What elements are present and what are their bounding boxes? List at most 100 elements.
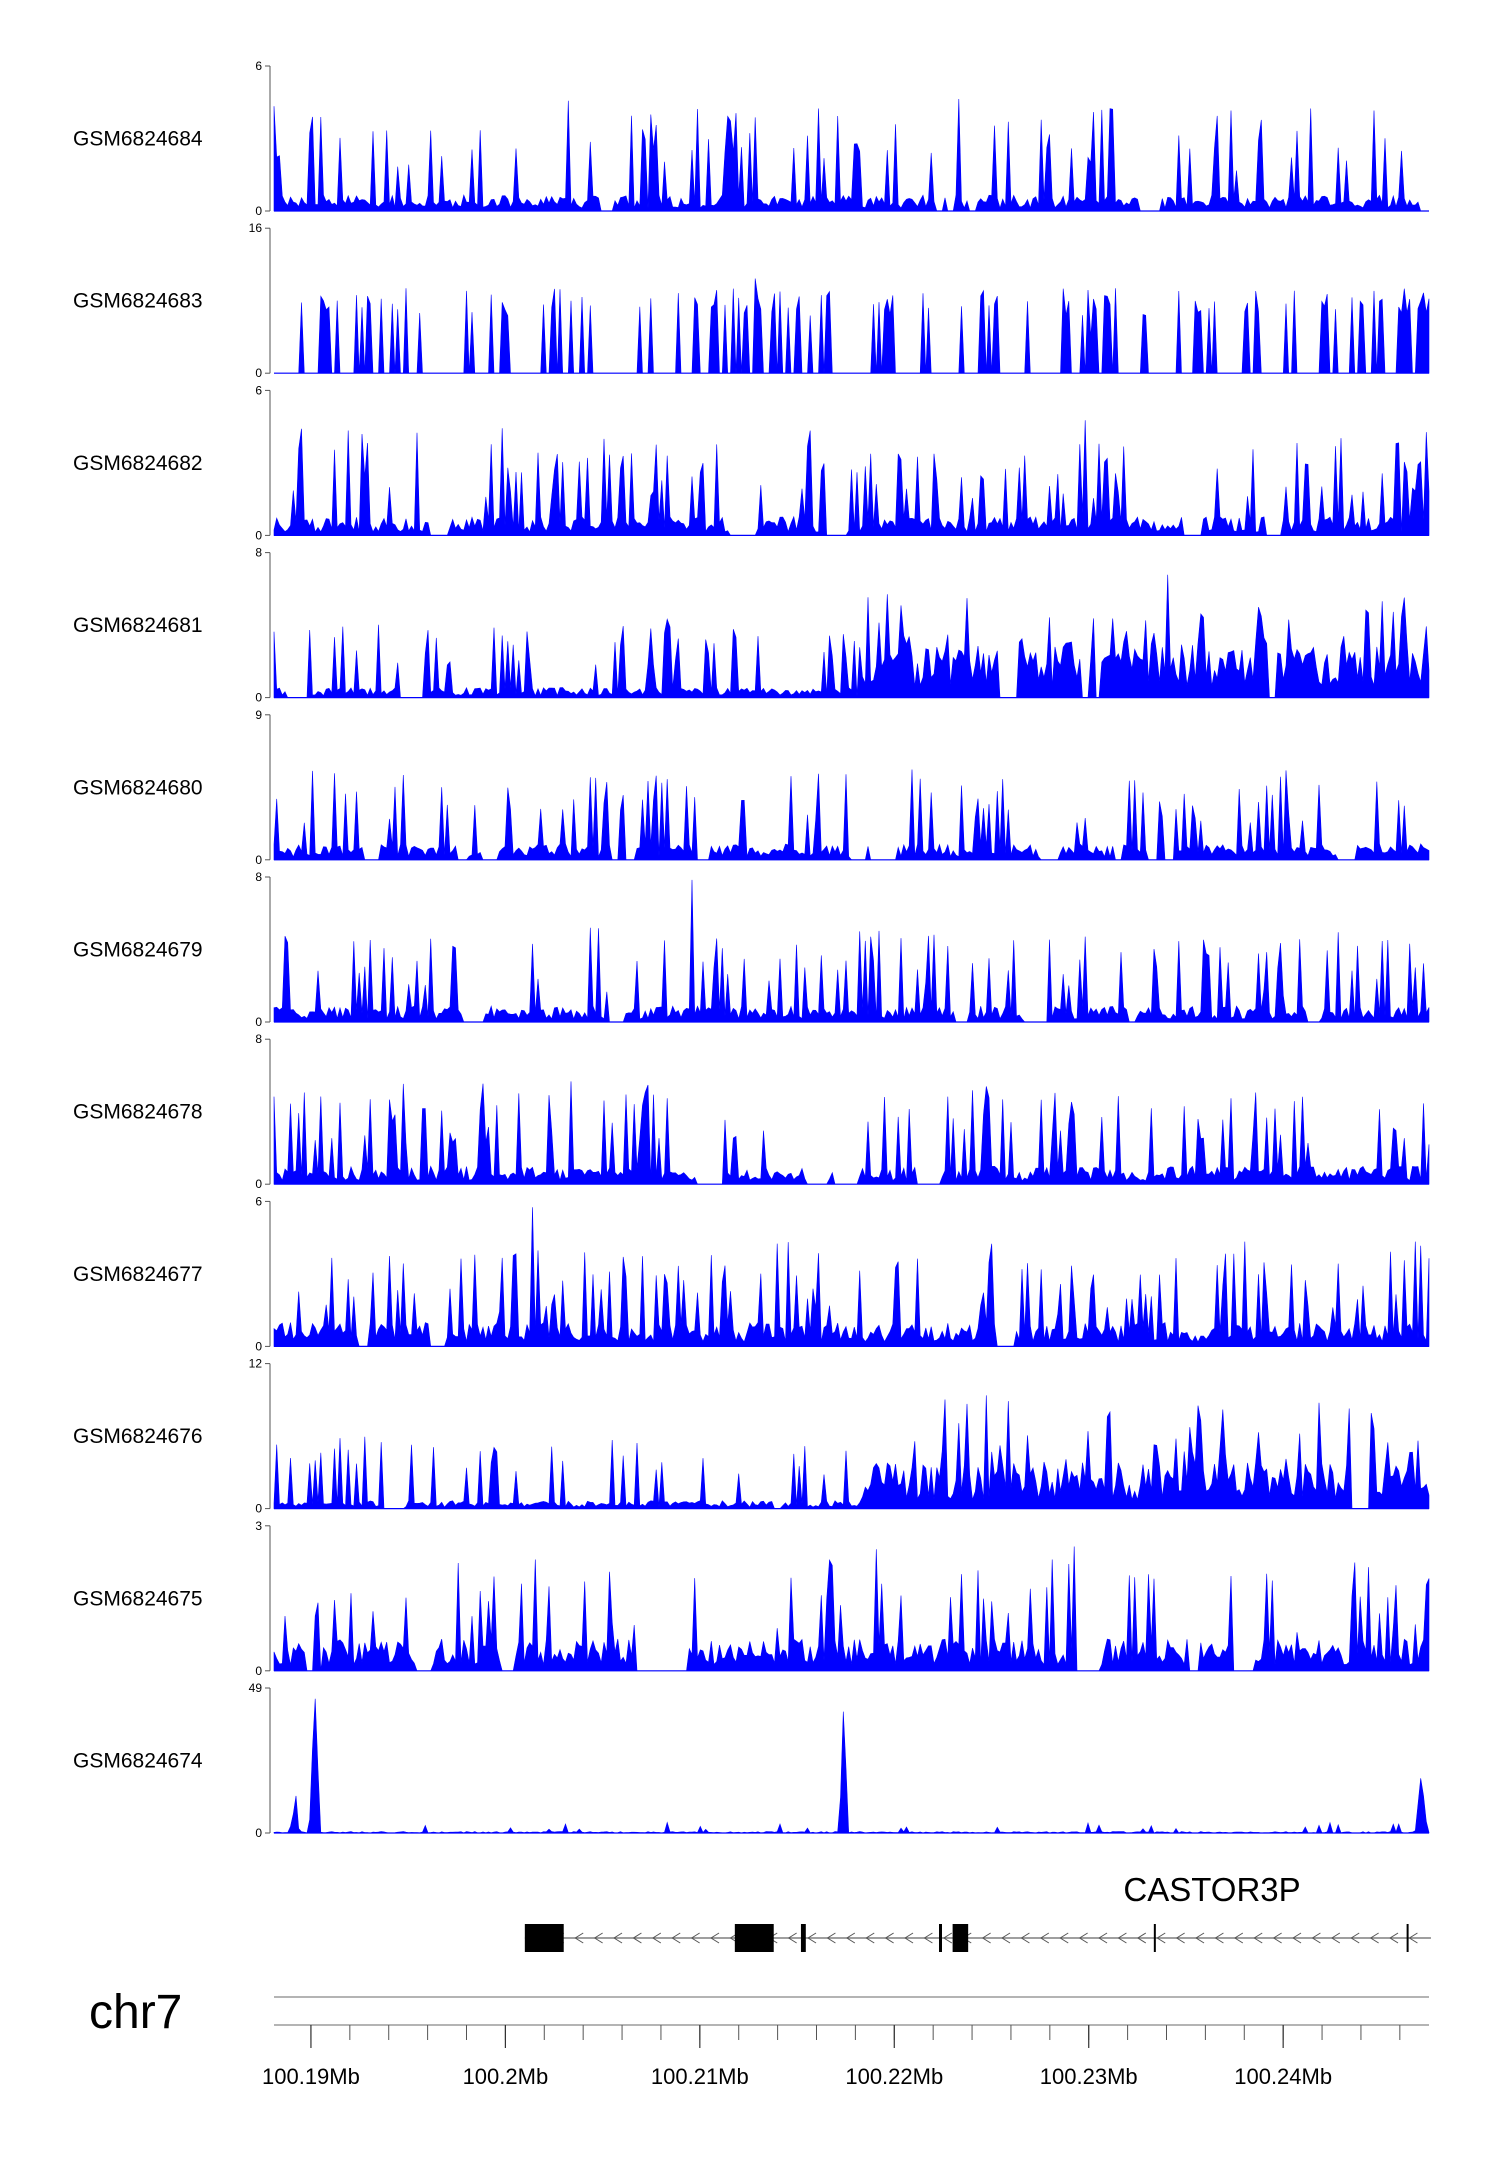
strand-arrow — [1253, 1932, 1263, 1944]
strand-arrow — [1039, 1932, 1050, 1944]
y-axis-min-label: 0 — [255, 853, 262, 867]
strand-arrow — [1292, 1932, 1302, 1944]
y-axis-min-label: 0 — [255, 1015, 262, 1029]
strand-arrow — [1272, 1932, 1282, 1944]
strand-arrow — [865, 1932, 875, 1944]
track-name-label: GSM6824677 — [73, 1263, 203, 1286]
strand-arrow — [884, 1932, 894, 1944]
axis-tick-label: 100.21Mb — [651, 2064, 749, 2089]
strand-arrow — [1020, 1932, 1030, 1944]
strand-arrow — [632, 1932, 642, 1944]
genome-axis: 100.19Mb 100.2Mb 100.21Mb 100.22Mb 100.23Mb 1… — [89, 1986, 1429, 2089]
track-signal-area — [273, 879, 1430, 1023]
strand-arrow — [1078, 1932, 1088, 1944]
y-axis-max-label: 8 — [255, 870, 262, 884]
gene-name-label: CASTOR3P — [1123, 1871, 1300, 1908]
track-signal-area — [274, 278, 1430, 374]
strand-arrow — [1156, 1932, 1166, 1944]
axis-tick-label: 100.23Mb — [1040, 2064, 1138, 2089]
y-axis-min-label: 0 — [255, 1177, 262, 1191]
strand-arrow — [1175, 1932, 1185, 1944]
track-GSM6824676: 12 0 GSM6824676 — [73, 1357, 1430, 1516]
track-GSM6824684: 6 0 GSM6824684 — [73, 59, 1429, 218]
track-GSM6824682: 6 0 GSM6824682 — [73, 383, 1430, 542]
chromosome-label: chr7 — [89, 1986, 182, 2039]
strand-arrow — [1214, 1932, 1224, 1944]
track-GSM6824683: 16 0 GSM6824683 — [73, 221, 1430, 380]
strand-arrow — [845, 1932, 856, 1944]
strand-arrow — [1369, 1932, 1379, 1944]
track-name-label: GSM6824683 — [73, 290, 203, 313]
y-axis-max-label: 8 — [255, 1032, 262, 1046]
strand-arrow — [1233, 1932, 1244, 1944]
strand-arrow — [1350, 1932, 1360, 1944]
gene-exon — [734, 1924, 774, 1952]
axis-tick-label: 100.19Mb — [262, 2064, 360, 2089]
strand-arrow — [1311, 1932, 1321, 1944]
strand-arrow — [651, 1932, 662, 1944]
y-axis-max-label: 16 — [249, 221, 263, 235]
axis-tick-label: 100.24Mb — [1234, 2064, 1332, 2089]
track-name-label: GSM6824674 — [73, 1750, 203, 1773]
y-axis-min-label: 0 — [255, 691, 262, 705]
strand-arrow — [613, 1932, 623, 1944]
strand-arrow — [671, 1932, 681, 1944]
track-GSM6824677: 6 0 GSM6824677 — [73, 1194, 1430, 1353]
track-signal-area — [273, 1546, 1430, 1672]
track-signal-area — [273, 420, 1430, 536]
strand-arrow — [1195, 1932, 1205, 1944]
y-axis-max-label: 9 — [255, 708, 262, 722]
strand-arrow — [942, 1932, 953, 1944]
y-axis-max-label: 12 — [249, 1357, 263, 1371]
gene-exon — [524, 1924, 564, 1952]
track-name-label: GSM6824680 — [73, 776, 203, 799]
track-signal-area — [273, 1207, 1430, 1347]
track-signal-area — [273, 1081, 1430, 1185]
track-signal-area — [273, 1395, 1430, 1509]
y-axis-max-label: 8 — [255, 546, 262, 560]
y-axis-max-label: 6 — [255, 59, 262, 73]
track-signal-area — [273, 1698, 1430, 1834]
axis-tick-label: 100.2Mb — [463, 2064, 549, 2089]
track-name-label: GSM6824675 — [73, 1587, 203, 1610]
y-axis-max-label: 3 — [255, 1519, 262, 1533]
strand-arrow — [593, 1932, 603, 1944]
gene-exon — [939, 1924, 942, 1952]
track-GSM6824680: 9 0 GSM6824680 — [73, 708, 1430, 867]
y-axis-min-label: 0 — [255, 1502, 262, 1516]
gene-exon — [800, 1924, 806, 1952]
strand-arrow — [1098, 1932, 1108, 1944]
y-axis-min-label: 0 — [255, 1664, 262, 1678]
y-axis-max-label: 6 — [255, 1194, 262, 1208]
strand-arrow — [1059, 1932, 1069, 1944]
track-name-label: GSM6824679 — [73, 939, 203, 962]
y-axis-min-label: 0 — [255, 528, 262, 542]
track-signal-area — [273, 769, 1430, 861]
strand-arrow — [904, 1932, 914, 1944]
y-axis-min-label: 0 — [255, 1339, 262, 1353]
track-GSM6824678: 8 0 GSM6824678 — [73, 1032, 1430, 1191]
strand-arrow — [981, 1932, 991, 1944]
strand-arrow — [787, 1932, 797, 1944]
track-GSM6824679: 8 0 GSM6824679 — [73, 870, 1430, 1029]
strand-arrow — [1136, 1932, 1147, 1944]
strand-arrow — [923, 1932, 933, 1944]
track-name-label: GSM6824678 — [73, 1101, 203, 1124]
signal-tracks: 6 0 GSM6824684 16 0 GSM6824683 6 0 GSM6824682 8 0 G… — [73, 59, 1430, 1840]
axis-tick-label: 100.22Mb — [845, 2064, 943, 2089]
y-axis-max-label: 6 — [255, 383, 262, 397]
strand-arrow — [826, 1932, 836, 1944]
gene-track: CASTOR3P — [524, 1871, 1431, 1952]
strand-arrow — [710, 1932, 720, 1944]
y-axis-min-label: 0 — [255, 1826, 262, 1840]
track-name-label: GSM6824684 — [73, 128, 203, 151]
y-axis-min-label: 0 — [255, 204, 262, 218]
track-name-label: GSM6824681 — [73, 614, 203, 637]
strand-arrow — [1001, 1932, 1011, 1944]
y-axis-min-label: 0 — [255, 366, 262, 380]
gene-exon — [952, 1924, 969, 1952]
track-name-label: GSM6824682 — [73, 452, 203, 475]
track-signal-area — [273, 98, 1429, 212]
strand-arrow — [1330, 1932, 1341, 1944]
